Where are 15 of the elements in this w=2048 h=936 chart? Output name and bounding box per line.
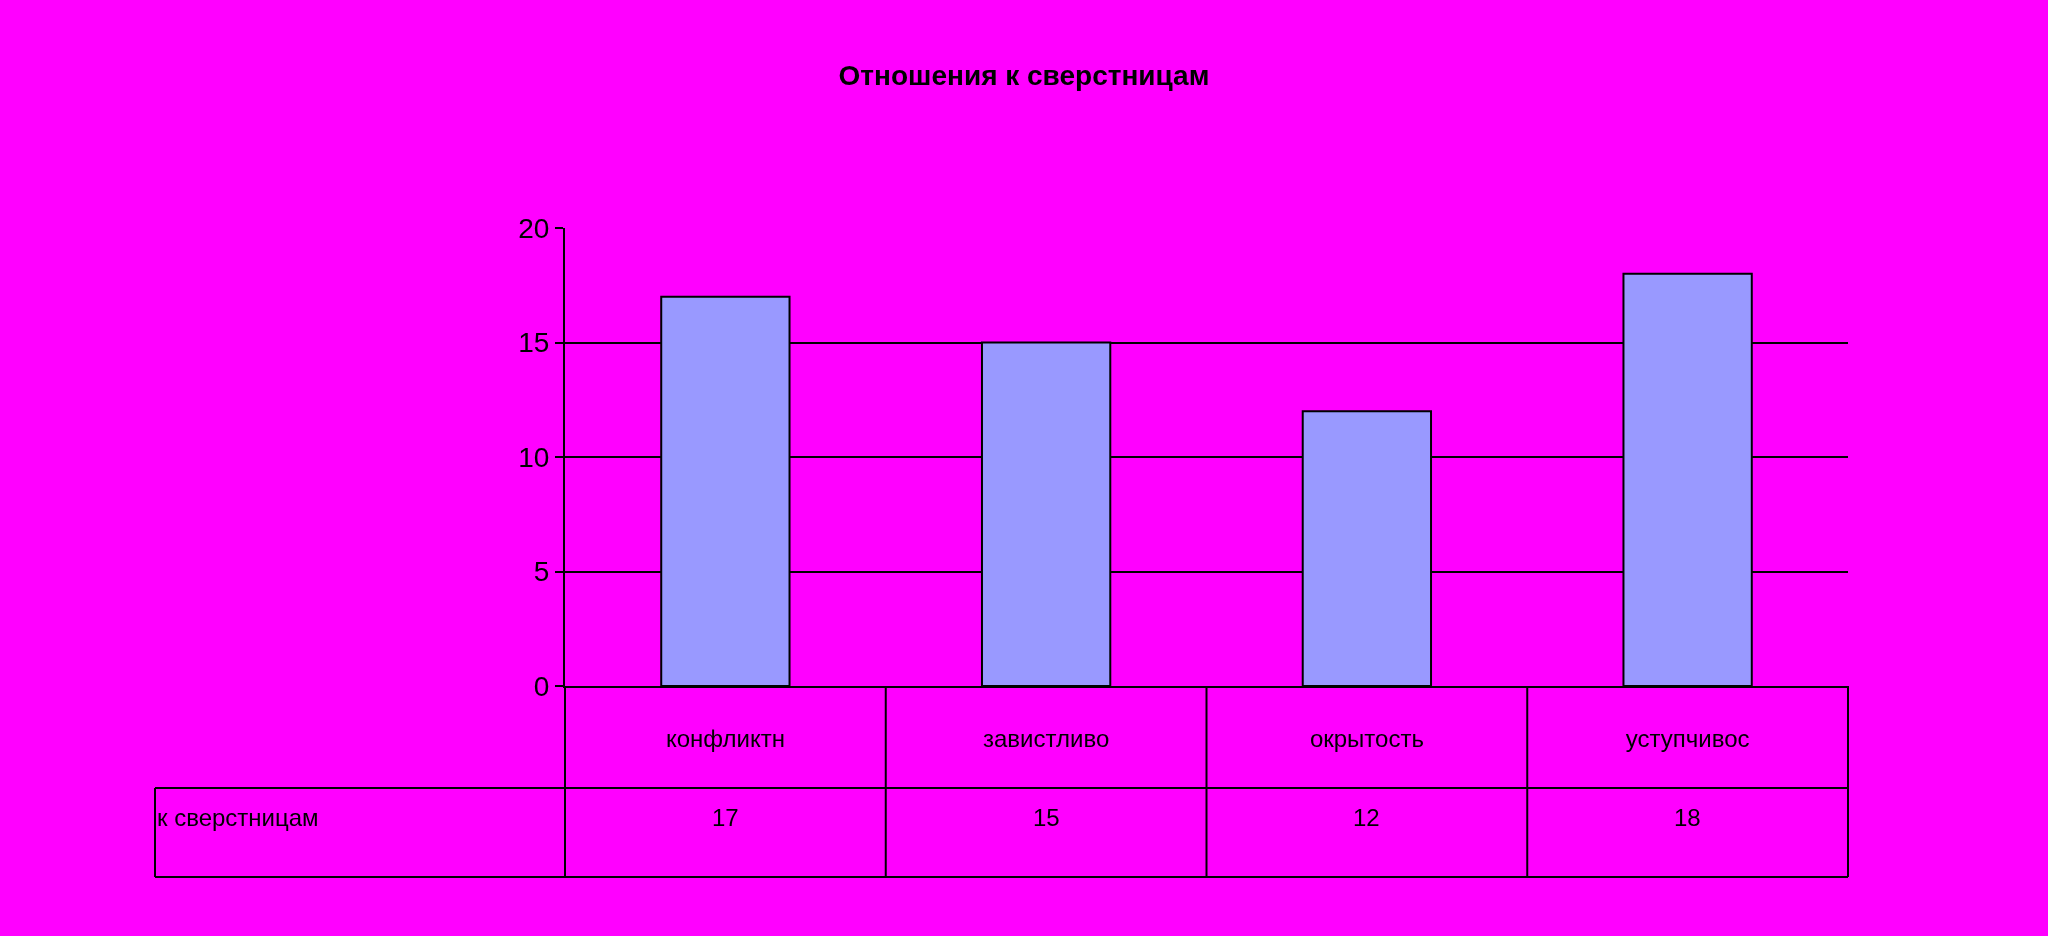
y-tick-label: 10 [518,441,550,473]
data-label: 17 [712,804,739,831]
data-label: 12 [1353,804,1380,831]
chart-title: Отношения к сверстницам [838,60,1210,92]
x-tick-label: уступчивос [1625,724,1750,752]
y-tick-label: 15 [518,327,550,359]
data-label: 15 [1033,804,1060,831]
text: к сверстницам [157,804,319,831]
y-tick-label: 20 [518,212,550,244]
x-tick-label: конфликтн [665,724,785,752]
x-tick-label: окрытость [1309,724,1424,752]
y-tick-label: 0 [533,670,550,702]
x-tick-label: завистливо [983,724,1110,752]
data-label: 18 [1674,804,1701,831]
y-tick-label: 5 [533,556,550,588]
